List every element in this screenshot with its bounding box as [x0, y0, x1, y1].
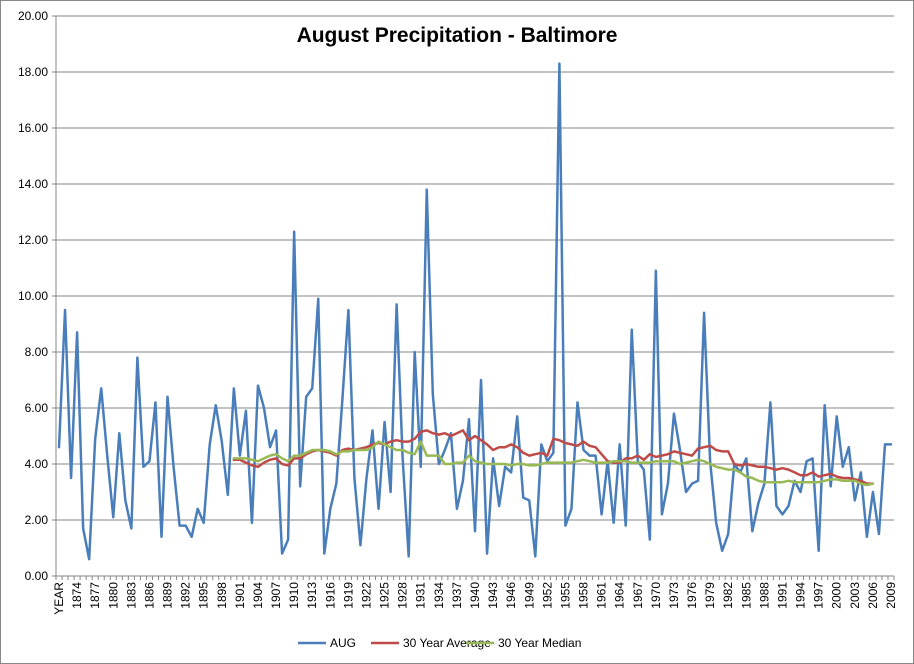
x-tick-label: 1913	[305, 582, 319, 609]
x-tick-label: 1949	[522, 582, 536, 609]
x-tick-label: 1937	[450, 582, 464, 609]
x-tick-label: YEAR	[52, 582, 66, 615]
x-tick-label: 1907	[269, 582, 283, 609]
x-tick-label: 1901	[233, 582, 247, 609]
x-tick-label: 1895	[197, 582, 211, 609]
x-tick-label: 1919	[341, 582, 355, 609]
x-tick-label: 1898	[215, 582, 229, 609]
x-tick-label: 1982	[721, 582, 735, 609]
x-tick-label: 1946	[504, 582, 518, 609]
x-tick-label: 1997	[812, 582, 826, 609]
series-line-aug	[57, 62, 893, 561]
x-tick-label: 1886	[142, 582, 156, 609]
y-tick-label: 4.00	[25, 457, 49, 471]
x-tick-label: 1931	[414, 582, 428, 609]
x-tick-label: 1961	[595, 582, 609, 609]
y-tick-label: 0.00	[25, 569, 49, 583]
x-tick-label: 1889	[161, 582, 175, 609]
legend: AUG 30 Year Average 30 Year Median	[298, 636, 581, 650]
x-tick-label: 1988	[757, 582, 771, 609]
x-tick-label: 1904	[251, 582, 265, 609]
y-tick-label: 8.00	[25, 345, 49, 359]
x-tick-label: 1991	[775, 582, 789, 609]
x-tick-label: 1973	[667, 582, 681, 609]
x-tick-label: 2000	[830, 582, 844, 609]
x-tick-label: 1892	[179, 582, 193, 609]
x-tick-label: 1877	[88, 582, 102, 609]
legend-label-aug: AUG	[330, 636, 356, 650]
x-tick-label: 1979	[703, 582, 717, 609]
x-tick-label: 1934	[432, 582, 446, 609]
series-line-30-year-average	[232, 429, 875, 485]
chart-title: August Precipitation - Baltimore	[296, 24, 618, 47]
x-tick-label: 1880	[106, 582, 120, 609]
x-tick-label: 1883	[124, 582, 138, 609]
x-tick-label: 1943	[486, 582, 500, 609]
y-tick-label: 16.00	[18, 121, 48, 135]
y-tick-label: 10.00	[18, 289, 48, 303]
series-lines	[57, 62, 893, 561]
x-tick-label: 1874	[70, 582, 84, 609]
x-tick-label: 1955	[558, 582, 572, 609]
x-tick-label: 1916	[323, 582, 337, 609]
x-tick-label: 1970	[649, 582, 663, 609]
y-tick-label: 14.00	[18, 177, 48, 191]
x-tick-label: 1925	[378, 582, 392, 609]
series-line-30-year-median	[232, 440, 875, 487]
x-tick-label: 1910	[287, 582, 301, 609]
x-tick-label: 1940	[468, 582, 482, 609]
x-tick-label: 2003	[848, 582, 862, 609]
y-tick-label: 12.00	[18, 233, 48, 247]
y-tick-label: 2.00	[25, 513, 49, 527]
legend-label-30-year-average: 30 Year Average	[403, 636, 491, 650]
x-tick-label: 1985	[739, 582, 753, 609]
x-tick-label: 2009	[884, 582, 898, 609]
x-tick-label: 1928	[396, 582, 410, 609]
x-tick-label: 2006	[866, 582, 880, 609]
x-tick-label: 1964	[613, 582, 627, 609]
x-tick-label: 1958	[577, 582, 591, 609]
axes	[52, 15, 895, 580]
x-tick-label: 1976	[685, 582, 699, 609]
gridlines	[56, 15, 894, 577]
x-tick-label: 1952	[540, 582, 554, 609]
x-axis-tick-labels: YEAR 1874 1877 1880 1883 1886 1889 1892 1895 1898…	[52, 582, 898, 615]
y-axis-tick-labels: 0.00 2.00 4.00 6.00 8.00 10.00 12.00 14.00 16.00…	[18, 9, 48, 583]
x-tick-label: 1967	[631, 582, 645, 609]
x-tick-label: 1922	[359, 582, 373, 609]
legend-label-30-year-median: 30 Year Median	[498, 636, 581, 650]
y-tick-label: 18.00	[18, 65, 48, 79]
y-tick-label: 6.00	[25, 401, 49, 415]
x-tick-label: 1994	[794, 582, 808, 609]
y-tick-label: 20.00	[18, 9, 48, 23]
